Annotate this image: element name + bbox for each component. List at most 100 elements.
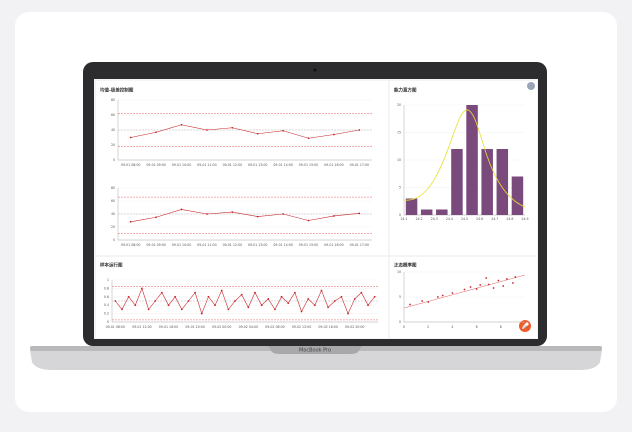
x-tick-label: 2 — [427, 325, 429, 329]
x-tick-label: 09-01 11:00 — [197, 243, 216, 247]
x-tick-label: 24.5 — [461, 217, 468, 221]
series-line — [130, 209, 360, 223]
point — [247, 306, 250, 309]
x-tick-label: 09-01 16:00 — [324, 243, 343, 247]
point — [256, 132, 259, 135]
point — [200, 312, 203, 315]
point — [320, 289, 323, 292]
point — [220, 289, 223, 292]
y-tick-label: 20 — [397, 103, 401, 107]
bar — [420, 209, 433, 215]
point — [134, 304, 137, 307]
point — [187, 300, 190, 302]
point — [240, 293, 243, 296]
point — [180, 208, 183, 211]
chart-title: 能力直方图 — [394, 87, 417, 94]
point — [227, 308, 230, 311]
point — [155, 216, 158, 219]
point — [427, 301, 430, 303]
point — [129, 220, 132, 223]
chart-title: 样本运行图 — [100, 262, 123, 269]
point — [121, 308, 123, 311]
point — [353, 298, 356, 300]
device-label: MacBook Pro — [299, 348, 331, 354]
x-tick-label: 24.3 — [431, 217, 438, 221]
point — [313, 304, 316, 307]
bar — [496, 149, 509, 215]
x-tick-label: 09-01 08:00 — [121, 163, 140, 167]
point — [256, 215, 259, 218]
y-tick-label: 10 — [397, 158, 401, 162]
point — [214, 304, 216, 307]
x-tick-label: 24.8 — [506, 217, 513, 221]
x-tick-label: 09-01 08:00 — [106, 325, 125, 329]
chart-title: 均值-极差控制图 — [100, 87, 134, 94]
x-tick-label: 09-01 17:00 — [350, 243, 369, 247]
x-tick-label: 09-01 13:00 — [248, 163, 267, 167]
x-tick-label: 09-01 15:00 — [299, 243, 318, 247]
point — [469, 286, 472, 288]
point — [421, 300, 424, 302]
point — [333, 215, 335, 217]
point — [409, 303, 411, 306]
point — [497, 279, 500, 282]
point — [274, 308, 276, 311]
x-tick-label: 8 — [500, 325, 502, 329]
point — [436, 296, 439, 298]
x-tick-label: 4 — [451, 325, 453, 329]
point — [300, 310, 303, 313]
avatar[interactable] — [527, 82, 535, 90]
x-tick-label: 09-01 09:00 — [146, 163, 165, 167]
point — [231, 126, 234, 129]
x-tick-label: 09-01 10:00 — [172, 243, 191, 247]
x-tick-label: 09-01 08:00 — [121, 243, 140, 247]
x-tick-label: 09-01 20:00 — [185, 325, 204, 329]
y-tick-label: 60 — [111, 199, 115, 203]
point — [206, 213, 208, 215]
point — [367, 304, 369, 307]
point — [485, 277, 488, 279]
x-tick-label: 09-01 16:00 — [159, 325, 178, 329]
x-tick-label: 09-01 12:00 — [223, 243, 242, 247]
panel — [390, 257, 537, 338]
point — [347, 312, 349, 315]
bar — [511, 176, 524, 215]
x-tick-label: 09-01 14:00 — [273, 163, 292, 167]
x-tick-label: 24.6 — [476, 217, 483, 221]
x-tick-label: 09-01 17:00 — [350, 163, 369, 167]
x-tick-label: 09-01 14:00 — [273, 243, 292, 247]
y-tick-label: 5 — [399, 295, 401, 299]
x-tick-label: 09-02 00:00 — [212, 325, 231, 329]
y-tick-label: 20 — [111, 143, 115, 147]
point — [333, 133, 335, 136]
point — [441, 294, 444, 297]
y-tick-label: 0 — [399, 213, 401, 217]
x-tick-label: 09-01 11:00 — [197, 163, 216, 167]
point — [463, 288, 466, 291]
notch — [268, 346, 362, 354]
point — [267, 298, 270, 300]
point — [307, 219, 310, 222]
x-tick-label: 09-02 12:00 — [292, 325, 311, 329]
point — [360, 291, 363, 294]
x-tick-label: 09-02 20:00 — [345, 325, 364, 329]
y-tick-label: 0.2 — [104, 312, 109, 316]
y-tick-label: 60 — [111, 113, 115, 117]
bar — [451, 149, 463, 215]
point — [254, 291, 256, 294]
point — [129, 136, 132, 139]
point — [475, 288, 478, 290]
x-tick-label: 09-01 12:00 — [223, 163, 242, 167]
point — [340, 295, 343, 298]
y-tick-label: 80 — [111, 186, 115, 190]
point — [147, 308, 150, 311]
point — [358, 129, 361, 131]
point — [231, 211, 234, 213]
y-tick-label: 15 — [397, 131, 401, 135]
y-tick-label: 80 — [111, 98, 115, 102]
point — [180, 123, 183, 126]
point — [333, 300, 336, 302]
point — [492, 287, 495, 289]
x-tick-label: 09-01 13:00 — [248, 243, 267, 247]
x-tick-label: 09-01 15:00 — [299, 163, 318, 167]
